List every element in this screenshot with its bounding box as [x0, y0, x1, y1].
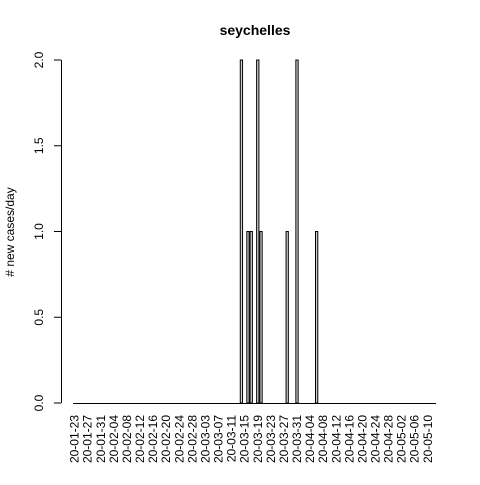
x-tick-label: 20-03-15: [238, 415, 252, 463]
bar: [256, 59, 260, 404]
x-tick-label: 20-03-27: [277, 415, 291, 463]
x-tick-label: 20-04-20: [355, 415, 369, 463]
bar: [285, 231, 289, 404]
x-tick-label: 20-02-12: [133, 415, 147, 463]
bar: [239, 59, 244, 404]
x-tick-label: 20-02-04: [107, 415, 121, 463]
x-tick-label: 20-03-03: [198, 415, 212, 463]
x-tick-label: 20-04-28: [382, 415, 396, 463]
x-tick-label: 20-03-11: [225, 415, 239, 462]
x-tick-label: 20-01-27: [81, 415, 95, 463]
x-tick-label: 20-01-31: [94, 415, 108, 463]
y-tick-label: 0.0: [32, 394, 46, 411]
x-tick-label: 20-02-20: [159, 415, 173, 463]
chart-title: seychelles: [220, 22, 291, 38]
x-tick-label: 20-04-16: [342, 415, 356, 463]
x-tick-label: 20-05-02: [395, 415, 409, 463]
bar: [315, 231, 319, 404]
x-tick-label: 20-02-16: [146, 415, 160, 463]
x-tick-label: 20-03-31: [290, 415, 304, 463]
x-tick-label: 20-05-06: [408, 415, 422, 463]
plot-area: 0.00.51.01.52.020-01-23 20-01-27 20-01-31 2…: [32, 51, 436, 463]
y-tick-label: 1.0: [32, 223, 46, 240]
bar: [249, 231, 253, 404]
x-tick-label: 20-02-24: [172, 415, 186, 463]
x-tick-label: 20-04-12: [329, 415, 343, 463]
x-tick-label: 20-01-23: [68, 415, 82, 463]
x-tick-label: 20-03-07: [212, 415, 226, 463]
x-tick-label: 20-03-23: [264, 415, 278, 463]
x-tick-label: 20-02-28: [185, 415, 199, 463]
y-axis-label: # new cases/day: [3, 187, 17, 276]
bar: [295, 59, 299, 404]
y-tick-label: 0.5: [32, 309, 46, 326]
x-tick-label: 20-03-19: [251, 415, 265, 463]
x-tick-label: 20-04-24: [369, 415, 383, 463]
y-tick-label: 2.0: [32, 51, 46, 68]
x-tick-label: 20-05-10: [421, 415, 435, 463]
x-tick-label: 20-04-04: [303, 415, 317, 463]
bar: [259, 231, 263, 404]
x-tick-label: 20-04-08: [316, 415, 330, 463]
x-tick-label: 20-02-08: [120, 415, 134, 463]
y-tick-label: 1.5: [32, 137, 46, 154]
bar: [246, 231, 250, 404]
